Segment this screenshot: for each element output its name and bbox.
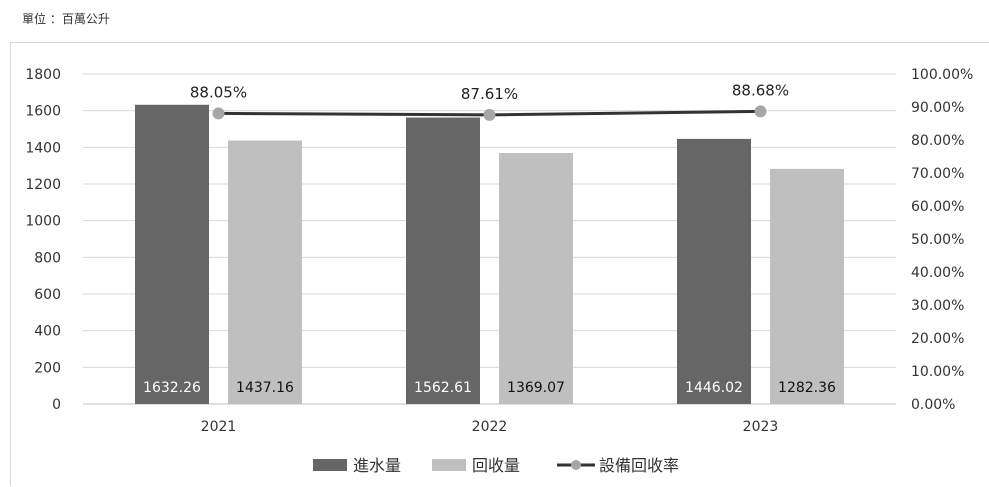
rate-data-label: 88.05% — [190, 83, 247, 101]
y-left-tick-label: 600 — [34, 287, 61, 303]
bar-inflow — [135, 104, 209, 405]
bar-data-label: 1369.07 — [507, 380, 565, 396]
rate-marker — [754, 105, 767, 118]
y-right-tick-label: 80.00% — [911, 133, 964, 149]
y-right-tick-label: 40.00% — [911, 265, 964, 281]
rate-data-label: 87.61% — [461, 85, 518, 103]
rate-data-label: 88.68% — [732, 81, 789, 99]
y-left-tick-label: 1600 — [25, 104, 61, 120]
combo-bar-line-chart: 0 200 400 600 800 1000 1200 1400 1600 1800 0.00% 10… — [25, 67, 973, 475]
y-left-tick-label: 800 — [34, 250, 61, 266]
bar-inflow — [677, 138, 751, 404]
y-left-tick-label: 1400 — [25, 140, 61, 156]
y-left-tick-label: 200 — [34, 360, 61, 376]
y-right-tick-label: 10.00% — [911, 364, 964, 380]
legend-label: 設備回收率 — [599, 456, 679, 475]
bar-data-label: 1446.02 — [685, 380, 743, 396]
y-left-tick-label: 1800 — [25, 67, 61, 83]
rate-marker — [212, 107, 225, 120]
y-right-tick-label: 60.00% — [911, 199, 964, 215]
rate-marker — [483, 108, 496, 121]
bar-recycled — [228, 140, 302, 404]
x-tick-label: 2022 — [472, 419, 508, 435]
y-left-tick-label: 1000 — [25, 214, 61, 230]
legend-swatch-recycled — [432, 459, 466, 471]
legend-swatch-inflow — [313, 459, 347, 471]
legend-marker-rate — [571, 460, 581, 470]
bar-recycled — [499, 153, 573, 404]
bar-recycled — [770, 168, 844, 404]
x-tick-label: 2023 — [743, 419, 779, 435]
bar-inflow — [406, 117, 480, 405]
y-right-tick-label: 0.00% — [911, 397, 955, 413]
y-right-tick-label: 70.00% — [911, 166, 964, 182]
y-left-tick-label: 1200 — [25, 177, 61, 193]
bar-data-label: 1562.61 — [414, 380, 472, 396]
y-right-tick-label: 100.00% — [911, 67, 973, 83]
y-right-tick-label: 30.00% — [911, 298, 964, 314]
bar-data-label: 1282.36 — [778, 380, 836, 396]
bar-data-label: 1632.26 — [143, 380, 201, 396]
y-left-tick-label: 0 — [52, 397, 61, 413]
legend-label: 回收量 — [472, 456, 520, 475]
y-right-tick-label: 20.00% — [911, 331, 964, 347]
unit-label: 單位 ：百萬公升 — [22, 12, 110, 26]
y-right-tick-label: 90.00% — [911, 100, 964, 116]
legend-label: 進水量 — [353, 456, 401, 475]
x-tick-label: 2021 — [201, 419, 237, 435]
y-left-tick-label: 400 — [34, 324, 61, 340]
y-right-tick-label: 50.00% — [911, 232, 964, 248]
chart-frame: 0 200 400 600 800 1000 1200 1400 1600 1800 0.00% 10… — [10, 42, 989, 486]
bar-data-label: 1437.16 — [236, 380, 294, 396]
